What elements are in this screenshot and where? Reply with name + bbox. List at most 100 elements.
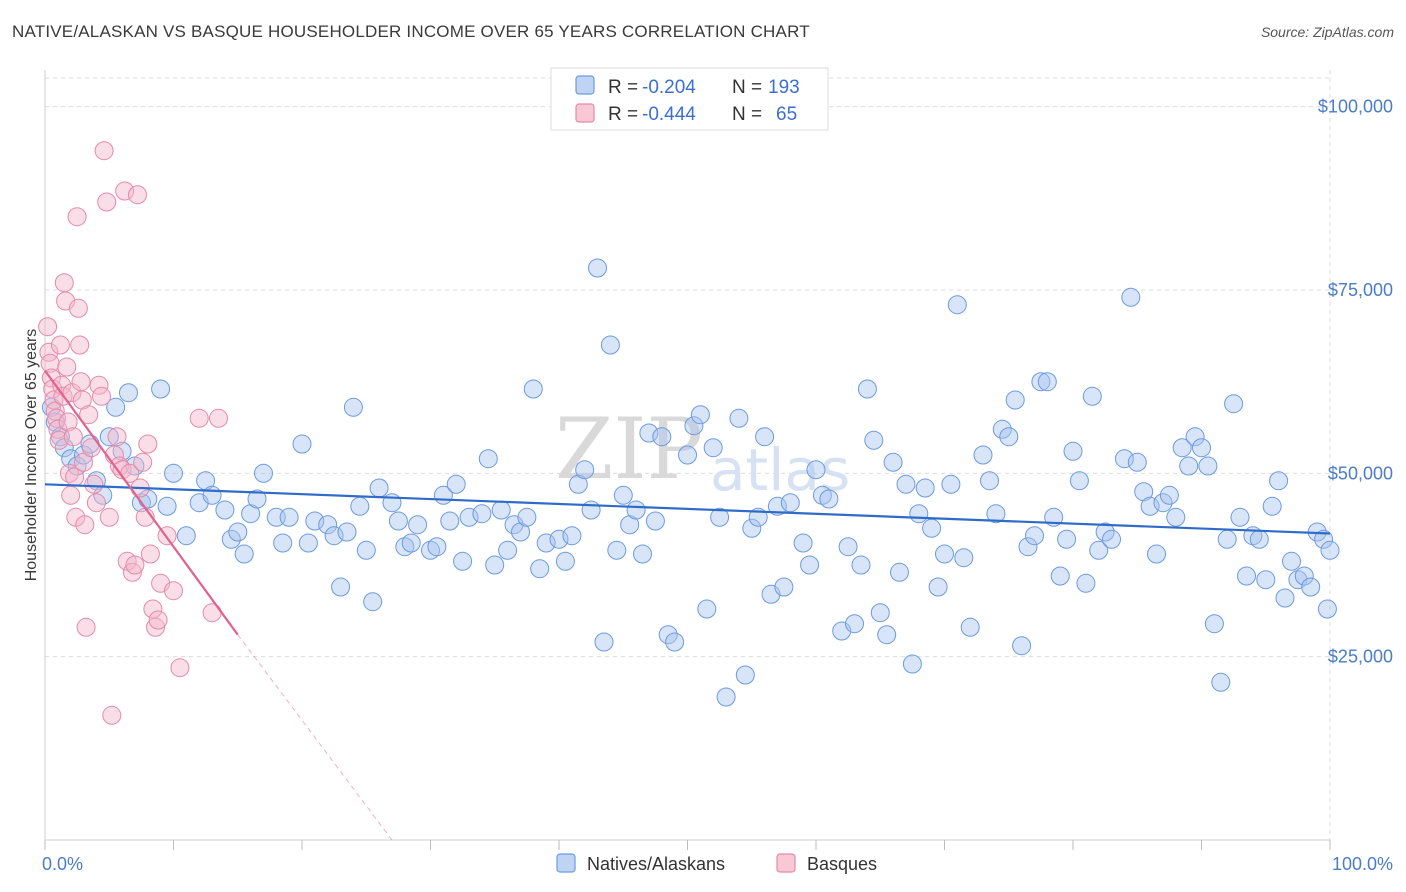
point-0-169 <box>1230 507 1250 527</box>
point-0-157 <box>1153 493 1173 513</box>
point-0-57 <box>459 507 479 527</box>
point-0-174 <box>1262 496 1282 516</box>
point-0-43 <box>356 540 376 560</box>
point-0-124 <box>928 577 948 597</box>
point-0-27 <box>234 544 254 564</box>
point-1-62 <box>170 658 190 678</box>
point-0-50 <box>408 515 428 535</box>
point-1-61 <box>164 581 183 601</box>
point-0-179 <box>1294 566 1314 586</box>
point-0-135 <box>1005 390 1025 410</box>
point-0-6 <box>74 445 93 465</box>
point-0-130 <box>973 445 993 465</box>
point-0-4 <box>61 449 81 469</box>
point-0-94 <box>716 687 736 707</box>
point-0-125 <box>935 544 954 564</box>
bottom-legend-label-basques: Basques <box>807 854 877 874</box>
point-0-163 <box>1192 438 1211 458</box>
legend-r-value-basques: -0.444 <box>642 104 696 125</box>
point-1-56 <box>143 599 163 619</box>
point-0-35 <box>298 533 318 553</box>
point-0-67 <box>530 559 550 579</box>
point-0-107 <box>812 485 832 505</box>
x-tick-label-1: 100.0% <box>1332 854 1393 874</box>
point-0-160 <box>1172 438 1192 458</box>
point-0-40 <box>337 522 357 542</box>
point-0-114 <box>864 430 884 450</box>
point-0-75 <box>588 258 607 278</box>
point-0-45 <box>369 478 389 498</box>
point-1-54 <box>138 434 158 454</box>
point-1-29 <box>75 515 95 535</box>
point-0-146 <box>1076 573 1096 593</box>
y-tick-label-2: $75,000 <box>1328 280 1393 300</box>
point-1-23 <box>67 207 87 227</box>
x-tick-label-0: 0.0% <box>42 854 83 874</box>
point-0-158 <box>1159 485 1179 505</box>
point-0-162 <box>1185 427 1205 447</box>
point-1-26 <box>71 372 91 392</box>
point-0-62 <box>498 540 518 560</box>
point-1-52 <box>133 452 153 472</box>
point-0-34 <box>292 434 312 454</box>
point-1-63 <box>189 408 209 428</box>
point-0-41 <box>343 397 363 417</box>
point-1-17 <box>59 463 79 483</box>
point-0-144 <box>1063 441 1083 461</box>
legend-r-label-basques: R = <box>608 104 638 125</box>
point-0-69 <box>549 529 569 549</box>
point-0-95 <box>729 408 749 428</box>
point-0-127 <box>947 295 967 315</box>
point-0-112 <box>851 555 871 575</box>
point-0-173 <box>1256 570 1276 590</box>
point-0-134 <box>999 427 1019 447</box>
point-0-104 <box>793 533 813 553</box>
point-0-24 <box>215 500 235 520</box>
point-0-140 <box>1037 372 1057 392</box>
point-0-131 <box>980 471 999 491</box>
point-0-19 <box>164 463 183 483</box>
point-1-55 <box>140 544 160 564</box>
watermark-atlas: atlas <box>710 436 850 504</box>
point-0-106 <box>806 460 826 480</box>
point-0-23 <box>202 485 222 505</box>
point-0-42 <box>350 496 370 516</box>
point-0-25 <box>221 529 241 549</box>
point-1-20 <box>63 427 83 447</box>
point-0-18 <box>157 496 177 516</box>
point-0-147 <box>1082 386 1102 406</box>
y-tick-label-0: $25,000 <box>1328 647 1393 667</box>
point-0-166 <box>1211 672 1231 692</box>
legend-swatch-natives <box>575 75 595 95</box>
point-1-15 <box>57 357 77 377</box>
bottom-legend-swatch-natives <box>556 853 576 873</box>
point-0-89 <box>684 416 704 436</box>
point-0-129 <box>960 617 980 637</box>
point-0-86 <box>658 625 678 645</box>
point-0-55 <box>446 474 466 494</box>
trend-lines <box>44 370 1331 841</box>
point-0-20 <box>176 526 196 546</box>
point-0-92 <box>703 438 723 458</box>
point-0-84 <box>645 511 665 531</box>
point-1-42 <box>107 427 127 447</box>
point-0-123 <box>922 518 942 538</box>
point-0-184 <box>1317 599 1337 619</box>
point-0-136 <box>1012 636 1032 656</box>
point-1-28 <box>74 452 93 472</box>
legend-n-value-natives: 193 <box>768 77 800 98</box>
point-0-102 <box>774 577 794 597</box>
point-0-122 <box>915 478 935 498</box>
point-0-58 <box>472 504 492 524</box>
point-1-24 <box>68 298 88 318</box>
chart-title: NATIVE/ALASKAN VS BASQUE HOUSEHOLDER INC… <box>12 22 810 41</box>
point-0-73 <box>575 460 595 480</box>
point-0-56 <box>453 551 473 571</box>
point-0-83 <box>639 423 659 443</box>
point-0-79 <box>613 485 633 505</box>
y-axis-label: Householder Income Over 65 years <box>23 329 40 582</box>
point-0-68 <box>536 533 556 553</box>
point-0-165 <box>1204 614 1224 634</box>
point-0-61 <box>491 500 511 520</box>
